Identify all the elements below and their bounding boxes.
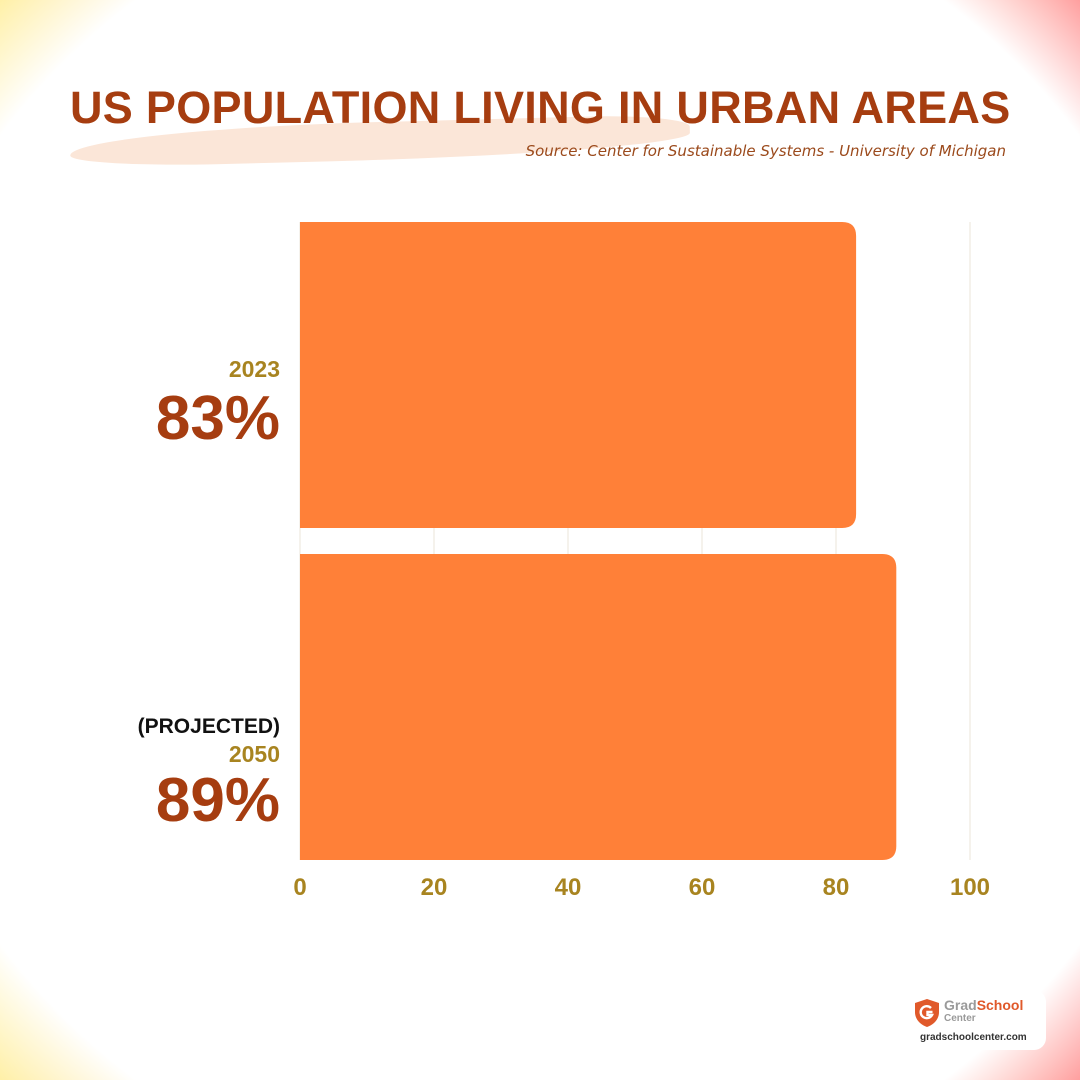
x-tick-label: 60 [689,874,716,901]
x-tick-label: 20 [421,874,448,901]
bar-2023 [300,222,857,528]
bar-2050 [300,554,897,860]
x-tick-label: 100 [950,874,990,901]
value-label: 89% [156,766,280,835]
x-axis-ticks: 0 20 40 60 80 100 [293,874,990,901]
logo-url: gradschoolcenter.com [920,1032,1027,1043]
chart-subtitle: Source: Center for Sustainable Systems -… [525,142,1006,160]
category-label: 2023 [229,356,280,382]
brand-logo: GradSchool Center gradschoolcenter.com [906,990,1046,1050]
chart-title: US POPULATION LIVING IN URBAN AREAS [70,82,1011,133]
bars [300,222,897,860]
x-tick-label: 40 [555,874,582,901]
logo-word-accent: School [976,997,1024,1013]
category-label: 2050 [229,741,280,767]
logo-word-sub: Center [944,1013,976,1024]
value-label: 83% [156,384,280,453]
x-tick-label: 0 [293,874,306,901]
shield-g-icon [915,999,939,1027]
category-note: (PROJECTED) [138,715,280,738]
x-tick-label: 80 [823,874,850,901]
logo-wordmark: GradSchool [944,998,1023,1013]
logo-word-main: Grad [944,997,977,1013]
